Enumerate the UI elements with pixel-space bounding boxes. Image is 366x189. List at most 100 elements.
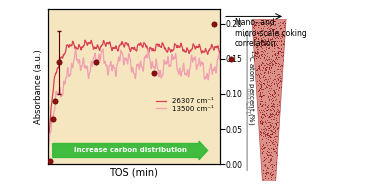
Point — [263, 20, 269, 23]
Point — [258, 100, 264, 103]
Point — [264, 31, 269, 34]
Point — [265, 120, 271, 123]
Point — [273, 110, 279, 113]
Point — [259, 29, 265, 32]
Point — [261, 42, 267, 45]
Point — [254, 50, 259, 53]
Point — [269, 21, 275, 24]
Point — [274, 30, 280, 33]
Point — [259, 122, 265, 125]
Point — [50, 117, 56, 120]
Point — [273, 26, 279, 29]
Point — [259, 113, 265, 116]
Point — [273, 62, 279, 65]
Point — [271, 108, 277, 112]
Point — [275, 45, 281, 48]
Point — [253, 37, 258, 40]
Point — [269, 44, 275, 47]
Point — [265, 137, 270, 140]
Point — [265, 46, 270, 49]
Point — [269, 80, 275, 83]
Point — [272, 131, 278, 134]
Point — [280, 21, 285, 24]
Point — [268, 129, 274, 132]
Point — [263, 170, 269, 173]
Point — [258, 85, 264, 88]
Point — [259, 120, 265, 123]
Point — [270, 143, 276, 146]
Point — [257, 91, 263, 94]
Point — [278, 51, 284, 54]
Point — [268, 134, 273, 137]
Point — [267, 112, 273, 115]
Point — [261, 52, 267, 55]
Point — [260, 128, 266, 131]
Point — [257, 120, 263, 123]
Point — [260, 75, 266, 78]
Point — [274, 120, 280, 123]
Point — [266, 127, 272, 130]
Point — [259, 65, 265, 68]
Point — [268, 102, 273, 105]
Point — [259, 69, 265, 72]
Point — [270, 173, 276, 176]
Point — [272, 61, 278, 64]
Point — [266, 154, 272, 157]
Point — [265, 132, 271, 135]
Point — [262, 32, 268, 35]
Point — [281, 42, 287, 45]
Point — [274, 45, 280, 48]
Point — [260, 102, 266, 105]
Point — [261, 159, 267, 162]
Point — [273, 122, 279, 125]
Point — [264, 81, 270, 84]
Point — [270, 101, 276, 104]
Point — [271, 44, 277, 47]
Point — [47, 159, 53, 162]
Point — [269, 146, 274, 149]
Point — [280, 21, 286, 24]
Point — [265, 167, 271, 170]
Point — [93, 61, 99, 64]
Point — [268, 26, 273, 29]
Point — [280, 53, 286, 56]
Point — [262, 39, 268, 42]
Point — [253, 36, 259, 39]
Point — [265, 116, 270, 119]
Point — [261, 93, 267, 96]
Point — [257, 79, 263, 82]
Point — [268, 174, 274, 177]
Point — [273, 88, 279, 91]
Point — [259, 46, 265, 49]
Point — [268, 139, 274, 142]
Point — [268, 133, 273, 136]
Point — [260, 50, 266, 53]
Point — [261, 110, 267, 113]
Point — [259, 88, 265, 91]
Point — [260, 26, 266, 29]
Point — [259, 112, 265, 115]
Y-axis label: $^{13}$C atom percent (%): $^{13}$C atom percent (%) — [244, 49, 257, 125]
Point — [271, 41, 277, 44]
Point — [261, 49, 266, 52]
Point — [281, 26, 287, 29]
Point — [260, 62, 266, 65]
Point — [262, 49, 268, 52]
Point — [270, 59, 276, 62]
Point — [274, 40, 280, 43]
Point — [268, 58, 274, 61]
Point — [256, 42, 262, 45]
Point — [253, 51, 258, 54]
Point — [257, 103, 263, 106]
Point — [268, 158, 273, 161]
Point — [264, 170, 269, 174]
Point — [276, 93, 281, 96]
Point — [263, 132, 269, 135]
Point — [256, 31, 262, 34]
Point — [266, 55, 272, 58]
Point — [267, 38, 273, 41]
Point — [260, 22, 266, 25]
Point — [271, 89, 277, 92]
Point — [264, 27, 269, 30]
Point — [268, 125, 274, 128]
